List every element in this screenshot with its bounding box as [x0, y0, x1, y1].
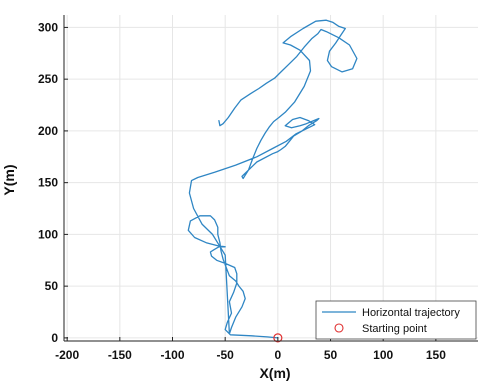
x-tick-label: 100 — [373, 348, 393, 362]
plot-area — [64, 15, 478, 341]
y-tick-label: 100 — [38, 227, 58, 241]
x-tick-label: -100 — [160, 348, 184, 362]
legend-start-marker — [334, 323, 344, 333]
x-tick-label: 150 — [426, 348, 446, 362]
y-tick-label: 0 — [51, 331, 58, 345]
y-tick-label: 150 — [38, 176, 58, 190]
legend-box — [315, 300, 477, 340]
x-tick-label: 0 — [275, 348, 282, 362]
trajectory-line — [187, 19, 358, 339]
legend: Horizontal trajectory Starting point — [315, 300, 477, 340]
tick-labels: -200 -150 -100 -50 0 50 100 150 0 50 100 150 200 250 3… — [38, 20, 446, 362]
series-layer — [187, 19, 358, 343]
axes — [63, 15, 478, 342]
y-tick-label: 250 — [38, 72, 58, 86]
x-tick-label: -150 — [108, 348, 132, 362]
x-axis-label: X(m) — [259, 365, 290, 381]
y-axis-label: Y(m) — [1, 164, 17, 195]
legend-start-label: Starting point — [362, 323, 427, 335]
x-tick-label: -50 — [217, 348, 235, 362]
y-tick-label: 200 — [38, 124, 58, 138]
legend-trajectory-label: Horizontal trajectory — [362, 307, 460, 319]
x-tick-label: -200 — [55, 348, 79, 362]
starting-point-marker — [273, 333, 283, 343]
x-tick-label: 50 — [324, 348, 338, 362]
y-tick-label: 50 — [45, 279, 59, 293]
grid-lines — [64, 15, 478, 341]
y-tick-label: 300 — [38, 20, 58, 34]
